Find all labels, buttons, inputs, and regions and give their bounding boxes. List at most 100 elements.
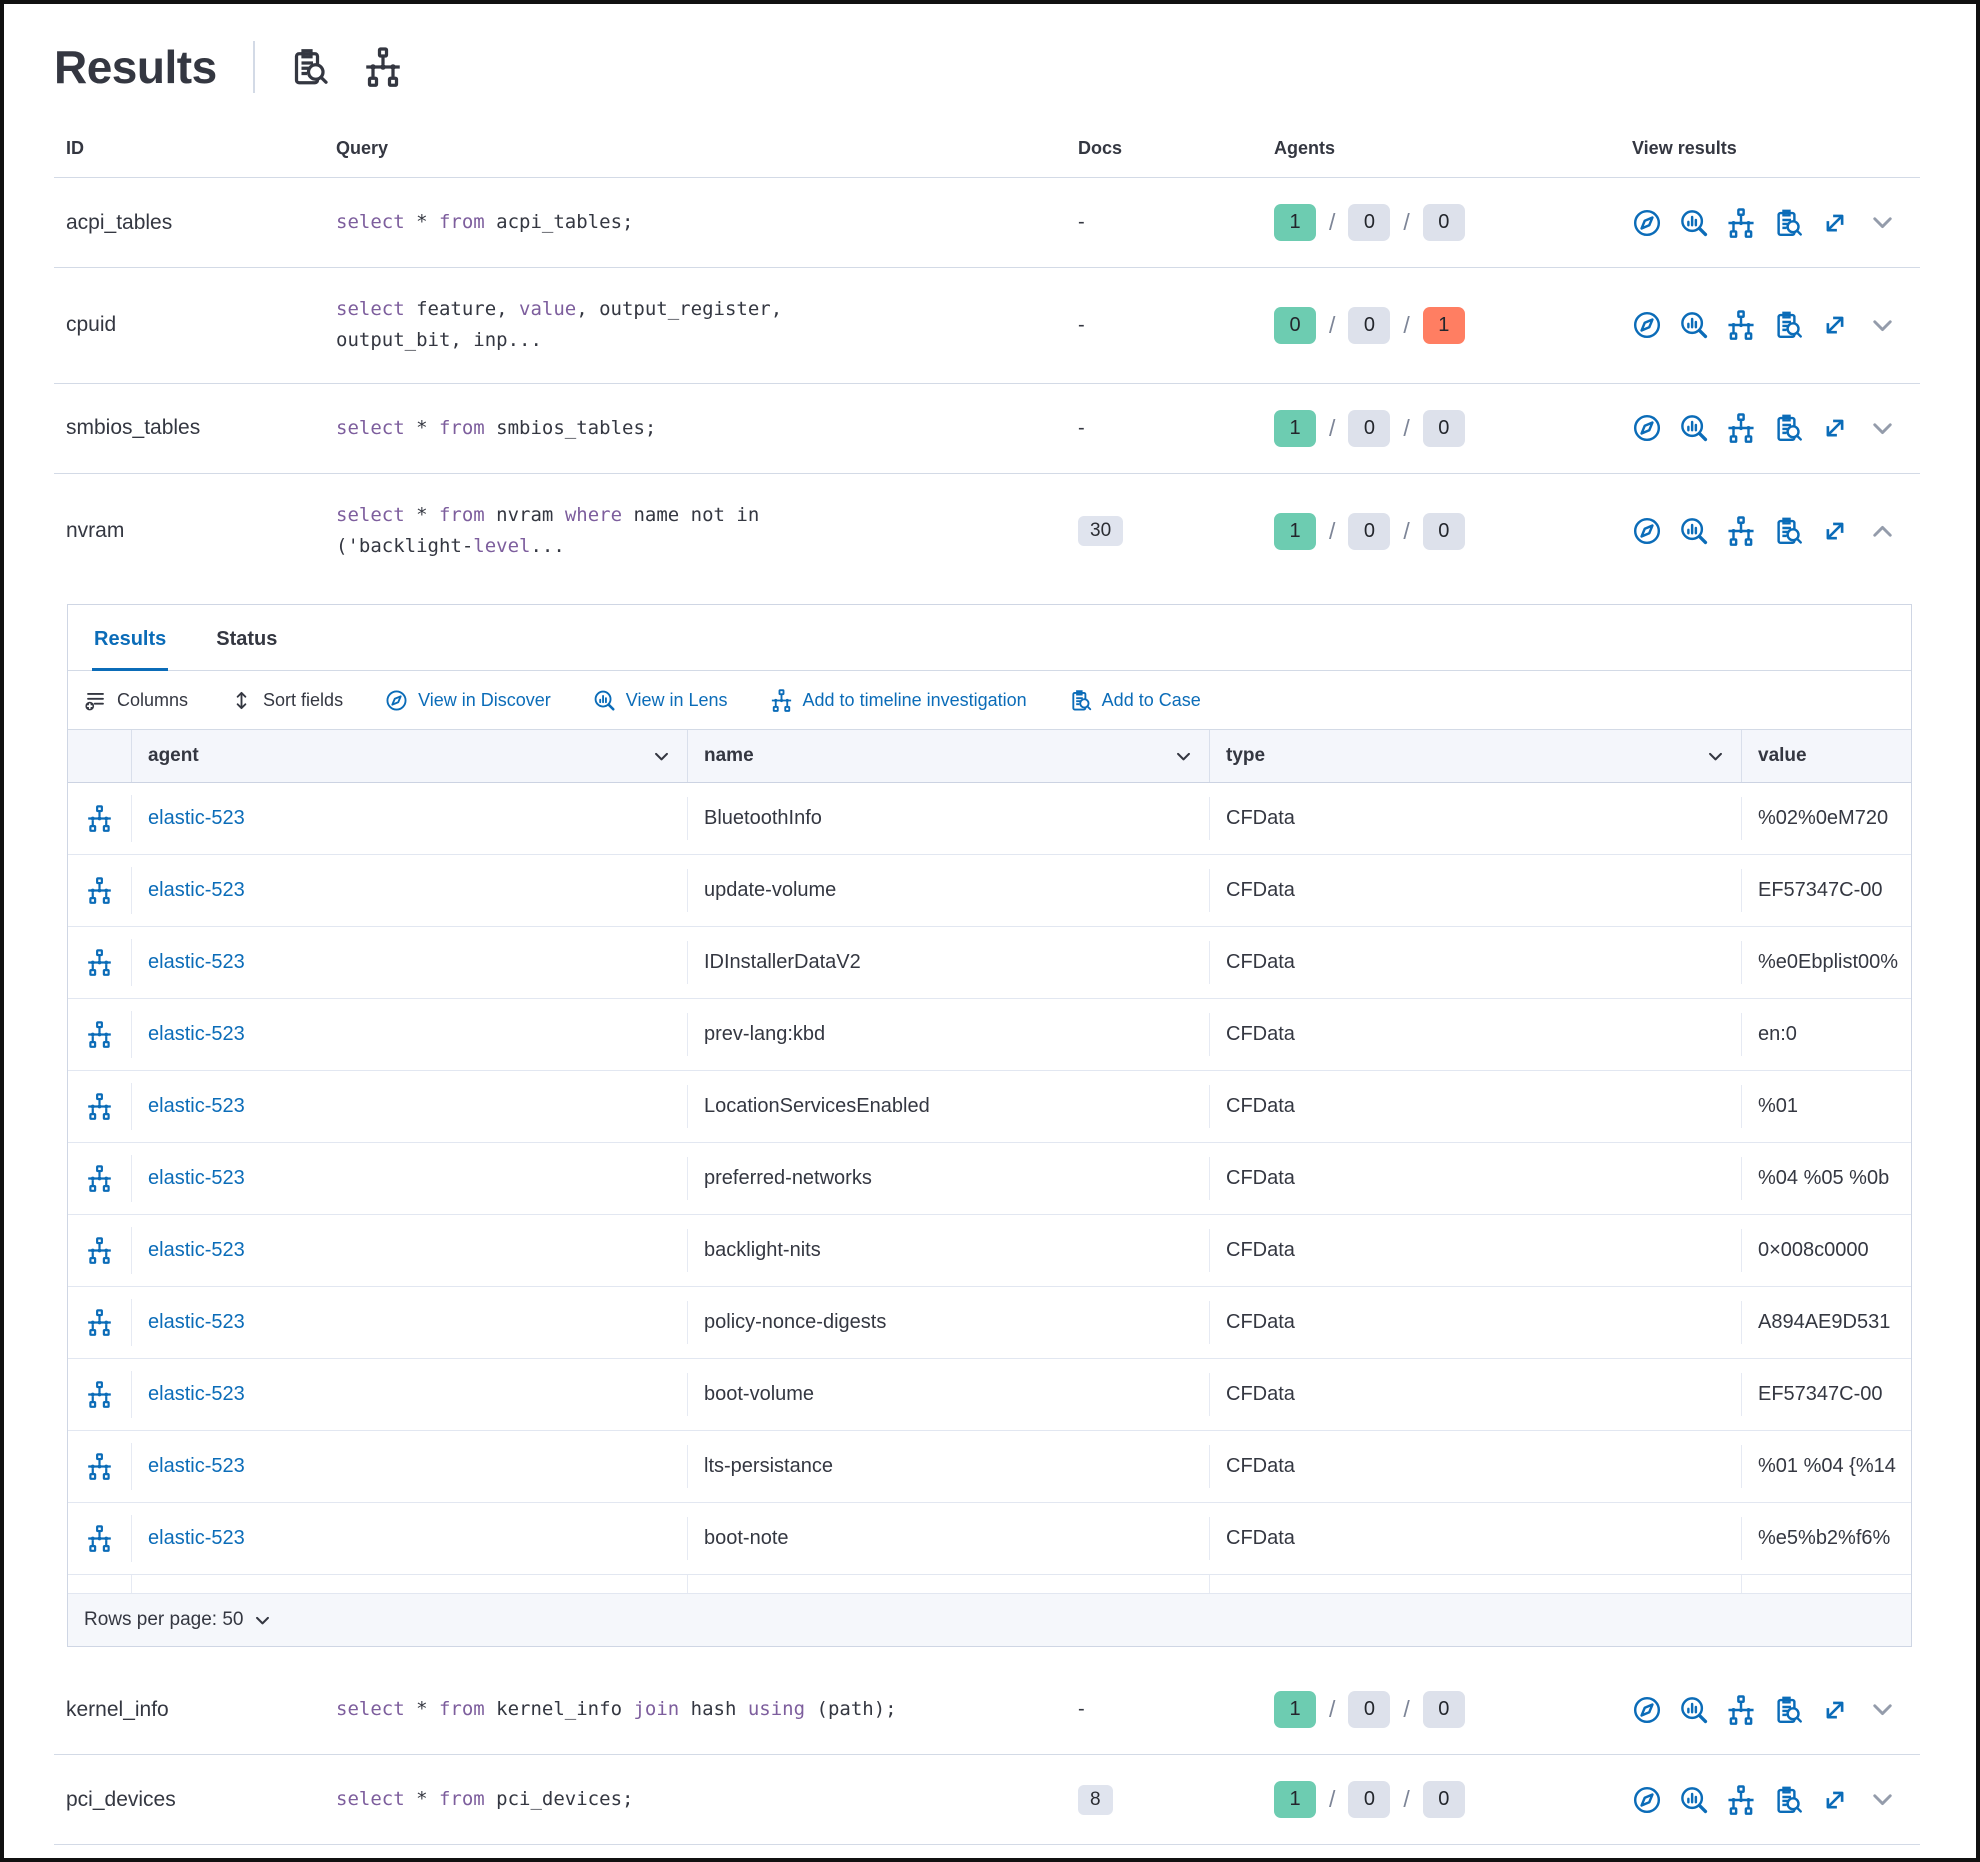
view-in-discover-icon[interactable] (1632, 208, 1662, 238)
result-row: elastic-523 policy-nonce-digests CFData A89… (68, 1287, 1911, 1360)
cell-type: CFData (1210, 1085, 1742, 1129)
add-row-to-timeline-icon[interactable] (86, 1453, 113, 1480)
agent-link[interactable]: elastic-523 (148, 1383, 245, 1406)
expand-row-chevron-icon[interactable] (1869, 415, 1896, 442)
agent-link[interactable]: elastic-523 (148, 1527, 245, 1550)
cell-value: EF57347C-00 (1758, 1383, 1883, 1406)
view-in-discover-button[interactable]: View in Discover (385, 689, 551, 712)
add-row-to-timeline-icon[interactable] (86, 1165, 113, 1192)
column-actions-chevron-icon[interactable] (652, 747, 671, 766)
agent-link[interactable]: elastic-523 (148, 1023, 245, 1046)
agent-link[interactable]: elastic-523 (148, 1167, 245, 1190)
tab-results[interactable]: Results (92, 605, 169, 672)
add-to-case-icon[interactable] (1773, 1695, 1803, 1725)
sql-text: * (404, 416, 439, 439)
result-row: elastic-523 LocationServicesEnabled CFData… (68, 1071, 1911, 1144)
grid-column-header-name[interactable]: name (688, 730, 1210, 783)
agent-link[interactable]: elastic-523 (148, 1239, 245, 1262)
query-id: pci_devices (66, 1787, 176, 1811)
expand-results-icon[interactable] (1820, 310, 1850, 340)
add-row-to-timeline-icon[interactable] (86, 1309, 113, 1336)
add-row-to-timeline-icon[interactable] (86, 805, 113, 832)
collapse-row-chevron-icon[interactable] (1869, 518, 1896, 545)
view-in-lens-icon[interactable] (1679, 310, 1709, 340)
page-title: Results (54, 41, 217, 93)
add-to-timeline-icon[interactable] (1726, 1695, 1756, 1725)
grid-column-header-type[interactable]: type (1210, 730, 1742, 783)
query-sql: select feature, value, output_register, o… (336, 294, 1050, 357)
add-row-to-timeline-icon[interactable] (86, 949, 113, 976)
add-row-to-timeline-icon[interactable] (86, 877, 113, 904)
agent-link[interactable]: elastic-523 (148, 879, 245, 902)
add-to-case-icon[interactable] (1773, 413, 1803, 443)
expand-results-icon[interactable] (1820, 413, 1850, 443)
grid-column-header-value[interactable]: value (1742, 730, 1911, 782)
badge-separator: / (1329, 517, 1336, 544)
add-to-case-icon[interactable] (1773, 516, 1803, 546)
add-row-to-timeline-icon[interactable] (86, 1021, 113, 1048)
docs-cell: 8 (1050, 1784, 1218, 1815)
sql-text: smbios_tables; (484, 416, 657, 439)
view-in-lens-icon[interactable] (1679, 208, 1709, 238)
agent-link[interactable]: elastic-523 (148, 1095, 245, 1118)
agent-link[interactable]: elastic-523 (148, 1311, 245, 1334)
expand-results-icon[interactable] (1820, 208, 1850, 238)
add-row-to-timeline-icon[interactable] (86, 1093, 113, 1120)
tab-status[interactable]: Status (216, 628, 278, 651)
agent-link[interactable]: elastic-523 (148, 1455, 245, 1478)
add-to-timeline-icon[interactable] (1726, 413, 1756, 443)
add-to-timeline-investigation-button[interactable]: Add to timeline investigation (770, 689, 1027, 712)
query-id: smbios_tables (66, 416, 201, 440)
grid-column-header-agent[interactable]: agent (132, 730, 688, 783)
view-in-lens-icon[interactable] (1679, 413, 1709, 443)
agents-success-badge: 1 (1274, 204, 1316, 241)
toolbar-label: Add to Case (1101, 689, 1201, 710)
expand-row-chevron-icon[interactable] (1869, 1696, 1896, 1723)
sql-keyword: from (438, 1698, 485, 1721)
expand-row-chevron-icon[interactable] (1869, 312, 1896, 339)
column-actions-chevron-icon[interactable] (1706, 747, 1725, 766)
add-row-to-timeline-icon[interactable] (86, 1237, 113, 1264)
view-in-lens-icon[interactable] (1679, 516, 1709, 546)
view-in-discover-icon[interactable] (1632, 1785, 1662, 1815)
view-results-cell (1586, 413, 1920, 443)
column-actions-chevron-icon[interactable] (1174, 747, 1193, 766)
add-row-to-timeline-icon[interactable] (86, 1525, 113, 1552)
add-to-case-button[interactable]: Add to Case (1069, 689, 1201, 712)
view-in-discover-icon[interactable] (1632, 516, 1662, 546)
expand-results-icon[interactable] (1820, 1695, 1850, 1725)
agents-pending-badge: 0 (1348, 512, 1391, 550)
agents-success-badge: 1 (1274, 1781, 1316, 1819)
rows-per-page-button[interactable]: Rows per page: 50 (84, 1609, 244, 1631)
cell-value: %02%0eM720 (1758, 807, 1889, 830)
expand-results-icon[interactable] (1820, 1785, 1850, 1815)
view-in-discover-icon[interactable] (1632, 1695, 1662, 1725)
add-to-case-icon[interactable] (1773, 208, 1803, 238)
add-to-timeline-icon[interactable] (1726, 1785, 1756, 1815)
view-in-lens-icon[interactable] (1679, 1785, 1709, 1815)
sort-fields-button[interactable]: Sort fields (230, 689, 343, 712)
query-row-kernel_info: kernel_info select * from kernel_info joi… (54, 1665, 1920, 1756)
view-in-lens-button[interactable]: View in Lens (593, 689, 728, 712)
timeline-icon[interactable] (363, 47, 403, 87)
expand-row-chevron-icon[interactable] (1869, 209, 1896, 236)
agent-link[interactable]: elastic-523 (148, 951, 245, 974)
view-in-lens-icon[interactable] (1679, 1695, 1709, 1725)
view-in-discover-icon[interactable] (1632, 310, 1662, 340)
expand-results-icon[interactable] (1820, 516, 1850, 546)
chevron-down-icon[interactable] (253, 1611, 272, 1630)
add-to-timeline-icon[interactable] (1726, 208, 1756, 238)
add-to-timeline-icon[interactable] (1726, 516, 1756, 546)
expand-row-chevron-icon[interactable] (1869, 1786, 1896, 1813)
add-row-to-timeline-icon[interactable] (86, 1381, 113, 1408)
agent-link[interactable]: elastic-523 (148, 807, 245, 830)
add-to-case-icon[interactable] (1773, 1785, 1803, 1815)
view-in-discover-icon[interactable] (1632, 413, 1662, 443)
columns-button[interactable]: Columns (84, 689, 188, 712)
results-data-grid: agent name type value elastic-523 BluetoothIn… (68, 730, 1911, 1594)
add-to-case-icon[interactable] (1773, 310, 1803, 340)
add-to-timeline-icon[interactable] (1726, 310, 1756, 340)
inspect-icon[interactable] (289, 47, 329, 87)
row-control-cell (68, 1515, 132, 1563)
